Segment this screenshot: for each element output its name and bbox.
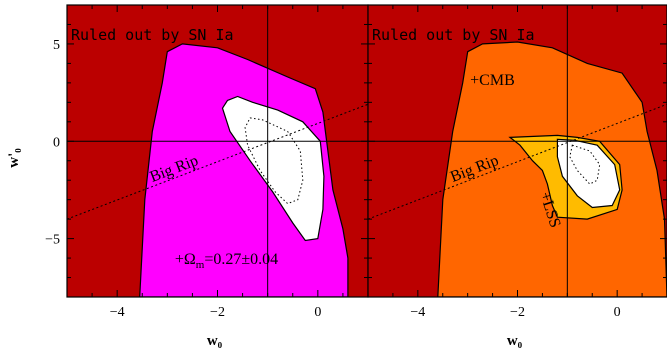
x-tick-label: 0 bbox=[614, 305, 621, 320]
annotation-text: +Ω bbox=[175, 251, 196, 268]
x-tick-label: −2 bbox=[510, 305, 525, 320]
big-rip-line bbox=[368, 103, 667, 220]
plot-area bbox=[368, 5, 667, 297]
x-tick-label: −2 bbox=[210, 305, 225, 320]
contour-inner-contour bbox=[221, 95, 325, 242]
panel-title: Ruled out by SN Ia bbox=[372, 26, 535, 44]
x-tick-label: −4 bbox=[410, 305, 425, 320]
x-tick-label: −4 bbox=[110, 305, 125, 320]
annotation-rest: =0.27±0.04 bbox=[204, 251, 278, 268]
contour-inner-contour bbox=[556, 138, 621, 209]
contour-allowed bbox=[139, 43, 349, 297]
contour-dotted-contour bbox=[569, 144, 601, 185]
y-axis-label: w'₀ bbox=[6, 148, 22, 168]
y-tick-label: 5 bbox=[53, 38, 60, 53]
x-tick-label: 0 bbox=[314, 305, 321, 320]
x-axis-label: w₀ bbox=[507, 333, 523, 349]
panel-title: Ruled out by SN Ia bbox=[71, 26, 234, 44]
y-tick-label: 0 bbox=[53, 135, 60, 150]
plot-area bbox=[67, 5, 368, 297]
annotation-subscript: m bbox=[196, 259, 205, 271]
annotation-label: +CMB bbox=[470, 72, 515, 89]
y-tick-label: −5 bbox=[45, 233, 60, 248]
x-axis-label: w₀ bbox=[207, 333, 223, 349]
annotation-label: +Ωm=0.27±0.04 bbox=[175, 251, 278, 271]
